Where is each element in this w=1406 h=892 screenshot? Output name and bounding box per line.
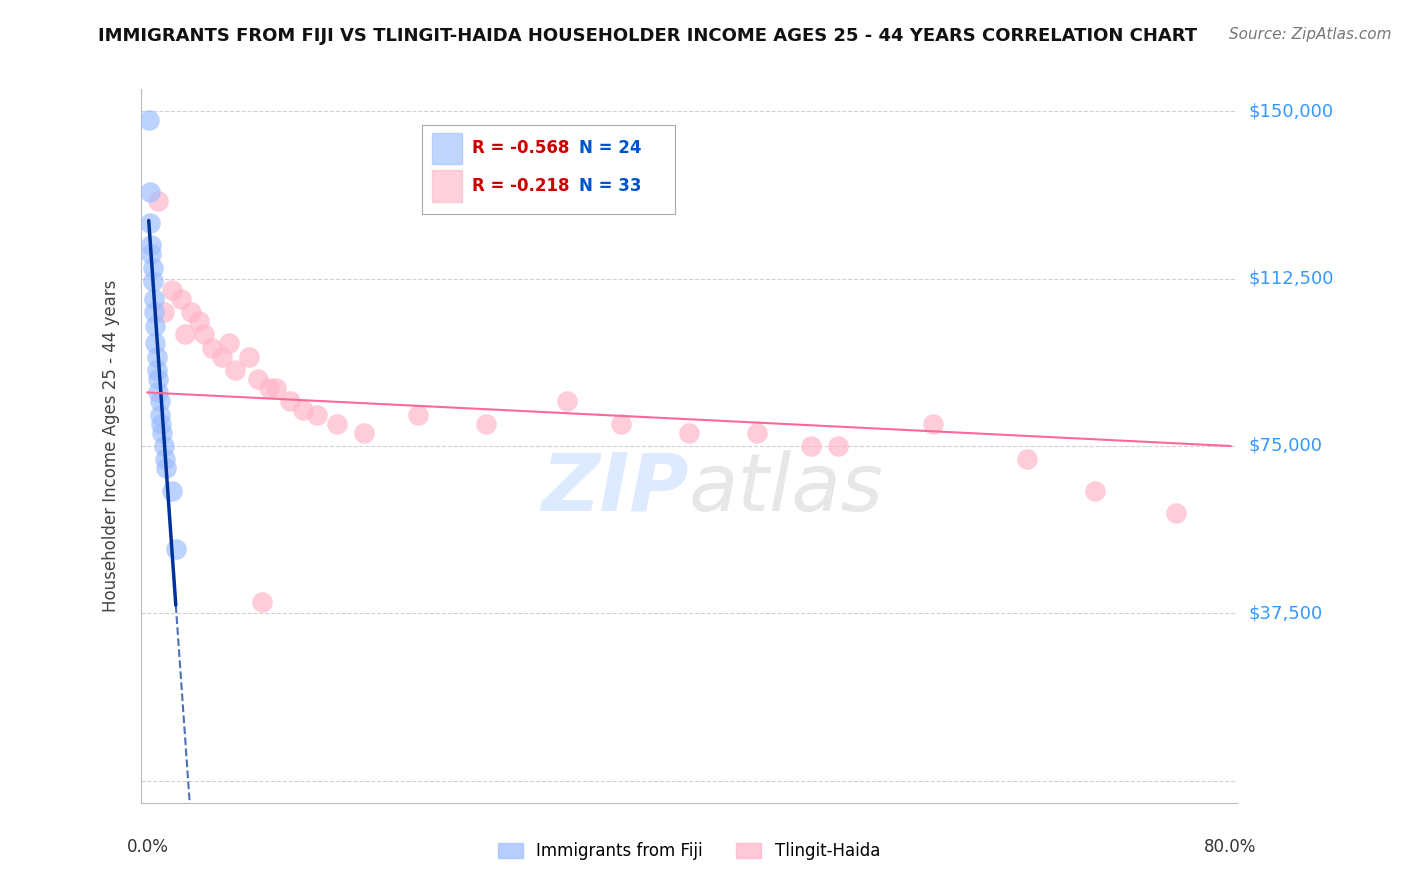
Point bbox=[145, 336, 167, 351]
Point bbox=[305, 408, 328, 422]
Point bbox=[247, 372, 270, 386]
Text: ZIP: ZIP bbox=[541, 450, 689, 528]
Bar bbox=[432, 170, 463, 202]
Point bbox=[143, 305, 166, 319]
Point bbox=[146, 363, 169, 377]
Text: N = 24: N = 24 bbox=[579, 139, 641, 157]
Point bbox=[678, 425, 700, 440]
Point bbox=[264, 381, 287, 395]
Point bbox=[257, 381, 280, 395]
Point bbox=[238, 350, 260, 364]
Point bbox=[141, 247, 163, 261]
Point bbox=[555, 394, 578, 409]
Point bbox=[218, 336, 240, 351]
Point bbox=[155, 461, 177, 475]
Point bbox=[326, 417, 349, 431]
Legend: Immigrants from Fiji, Tlingit-Haida: Immigrants from Fiji, Tlingit-Haida bbox=[491, 836, 887, 867]
Point bbox=[148, 394, 170, 409]
Text: Source: ZipAtlas.com: Source: ZipAtlas.com bbox=[1229, 27, 1392, 42]
Text: $37,500: $37,500 bbox=[1249, 604, 1323, 623]
Point bbox=[139, 185, 162, 199]
Text: R = -0.568: R = -0.568 bbox=[472, 139, 569, 157]
Point bbox=[406, 408, 429, 422]
Point bbox=[745, 425, 768, 440]
Point bbox=[180, 305, 202, 319]
Point bbox=[160, 483, 183, 498]
Point bbox=[292, 403, 315, 417]
Point bbox=[148, 194, 170, 208]
Point bbox=[139, 216, 162, 230]
Bar bbox=[432, 133, 463, 164]
Point bbox=[170, 292, 193, 306]
Point bbox=[152, 305, 174, 319]
Point bbox=[150, 425, 173, 440]
Point bbox=[1017, 452, 1039, 467]
Text: N = 33: N = 33 bbox=[579, 177, 641, 194]
Point bbox=[142, 274, 165, 288]
Point bbox=[160, 283, 183, 297]
Point bbox=[148, 408, 170, 422]
Y-axis label: Householder Income Ages 25 - 44 years: Householder Income Ages 25 - 44 years bbox=[101, 280, 120, 612]
Point bbox=[148, 385, 170, 400]
Point bbox=[475, 417, 498, 431]
Point bbox=[143, 292, 166, 306]
Point bbox=[1084, 483, 1107, 498]
Text: atlas: atlas bbox=[689, 450, 884, 528]
Text: $112,500: $112,500 bbox=[1249, 269, 1334, 288]
Point bbox=[278, 394, 301, 409]
Point bbox=[165, 541, 187, 556]
Point bbox=[193, 327, 215, 342]
Point bbox=[252, 595, 274, 609]
Text: $75,000: $75,000 bbox=[1249, 437, 1323, 455]
Point bbox=[138, 113, 160, 128]
Point bbox=[610, 417, 633, 431]
Point bbox=[1166, 506, 1188, 520]
Point bbox=[149, 417, 172, 431]
Point bbox=[152, 439, 174, 453]
Text: R = -0.218: R = -0.218 bbox=[472, 177, 569, 194]
Text: 80.0%: 80.0% bbox=[1205, 838, 1257, 855]
Point bbox=[211, 350, 233, 364]
Point bbox=[148, 372, 170, 386]
Point bbox=[174, 327, 197, 342]
Point bbox=[145, 318, 167, 333]
Text: IMMIGRANTS FROM FIJI VS TLINGIT-HAIDA HOUSEHOLDER INCOME AGES 25 - 44 YEARS CORR: IMMIGRANTS FROM FIJI VS TLINGIT-HAIDA HO… bbox=[98, 27, 1198, 45]
Point bbox=[201, 341, 224, 355]
Point bbox=[187, 314, 209, 328]
Text: 0.0%: 0.0% bbox=[127, 838, 169, 855]
Point bbox=[353, 425, 375, 440]
Point bbox=[141, 238, 163, 252]
Point bbox=[827, 439, 849, 453]
Point bbox=[146, 350, 169, 364]
Point bbox=[224, 363, 246, 377]
Point bbox=[921, 417, 943, 431]
Point bbox=[800, 439, 823, 453]
Point bbox=[153, 452, 176, 467]
Text: $150,000: $150,000 bbox=[1249, 103, 1333, 120]
Point bbox=[142, 260, 165, 275]
